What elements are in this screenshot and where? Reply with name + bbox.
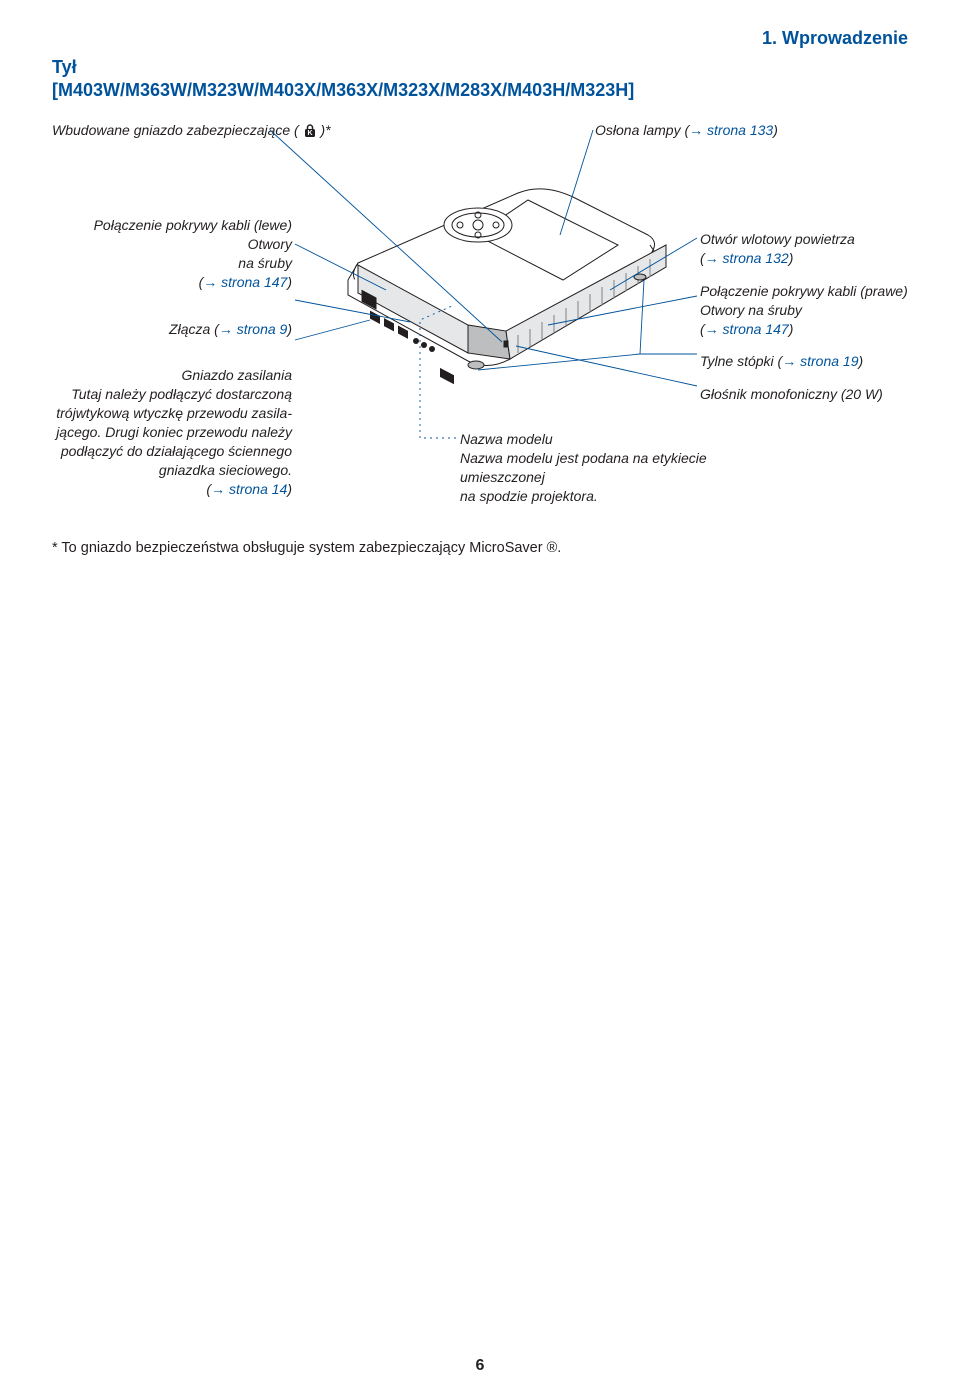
- rc2-l1: Połączenie pokrywy kabli (prawe): [700, 282, 910, 301]
- lamp-cover-after: ): [773, 122, 778, 138]
- rc1-l2a: ): [789, 250, 794, 266]
- callout-rear-feet: Tylne stópki (→ strona 19): [700, 352, 910, 371]
- lc1-l2: na śruby: [52, 254, 292, 273]
- svg-text:K: K: [307, 130, 312, 137]
- bc-l3: na spodzie projektora.: [460, 487, 780, 506]
- rc1-l1: Otwór wlotowy powietrza: [700, 230, 910, 249]
- footnote: * To gniazdo bezpieczeństwa obsługuje sy…: [52, 540, 561, 556]
- rc1-l2r: → strona 132: [705, 250, 789, 266]
- subtitle-line1: Tył: [52, 56, 634, 79]
- callout-model-name: Nazwa modelu Nazwa modelu jest podana na…: [460, 430, 780, 506]
- projector-illustration: [318, 145, 678, 415]
- lc2-a: ): [287, 321, 292, 337]
- rc3-a: ): [858, 353, 863, 369]
- lc3-l7r: → strona 14: [211, 481, 287, 497]
- rc2-l3a: ): [789, 321, 794, 337]
- rc3-b: Tylne stópki (: [700, 353, 782, 369]
- callout-cable-cover-left: Połączenie pokrywy kabli (lewe) Otwory n…: [52, 216, 292, 292]
- lc2-r: → strona 9: [219, 321, 287, 337]
- bc-l2: Nazwa modelu jest podana na etykiecie um…: [460, 449, 780, 487]
- callout-cable-cover-right: Połączenie pokrywy kabli (prawe) Otwory …: [700, 282, 910, 339]
- lc3-l5: podłączyć do działającego ściennego: [52, 442, 292, 461]
- lc3-l7a: ): [287, 481, 292, 497]
- callout-ac-input: Gniazdo zasilania Tutaj należy podłączyć…: [52, 366, 292, 498]
- lamp-cover-text: Osłona lampy (: [595, 122, 689, 138]
- lc3-l1: Gniazdo zasilania: [52, 366, 292, 385]
- rc2-l2: Otwory na śruby: [700, 301, 910, 320]
- subtitle-line2: [M403W/M363W/M323W/M403X/M363X/M323X/M28…: [52, 79, 634, 102]
- lc2-b: Złącza (: [169, 321, 219, 337]
- lc1-l3r: → strona 147: [203, 274, 287, 290]
- section-title: Tył [M403W/M363W/M323W/M403X/M363X/M323X…: [52, 56, 634, 101]
- lc1-l1: Połączenie pokrywy kabli (lewe) Otwory: [52, 216, 292, 254]
- bc-l1: Nazwa modelu: [460, 430, 780, 449]
- lamp-cover-ref: → strona 133: [689, 122, 773, 138]
- rc3-r: → strona 19: [782, 353, 858, 369]
- lc3-l3: trójwtykową wtyczkę przewodu zasila-: [52, 404, 292, 423]
- callout-speaker: Głośnik monofoniczny (20 W): [700, 385, 910, 404]
- page-number: 6: [0, 1357, 960, 1375]
- lc1-l3a: ): [287, 274, 292, 290]
- lc3-l2: Tutaj należy podłączyć dostarczoną: [52, 385, 292, 404]
- kensington-slot-label: Wbudowane gniazdo zabezpieczające ( K )*: [52, 122, 331, 138]
- kensington-before: Wbudowane gniazdo zabezpieczające (: [52, 122, 303, 138]
- rc2-l3r: → strona 147: [705, 321, 789, 337]
- callout-intake-vent: Otwór wlotowy powietrza (→ strona 132): [700, 230, 910, 268]
- lamp-cover-label: Osłona lampy (→ strona 133): [595, 122, 778, 138]
- callout-terminals: Złącza (→ strona 9): [52, 320, 292, 339]
- lc3-l6: gniazdka sieciowego.: [52, 461, 292, 480]
- chapter-header: 1. Wprowadzenie: [762, 28, 908, 49]
- kensington-lock-icon: K: [303, 124, 317, 138]
- lc3-l4: jącego. Drugi koniec przewodu należy: [52, 423, 292, 442]
- kensington-after: )*: [321, 122, 331, 138]
